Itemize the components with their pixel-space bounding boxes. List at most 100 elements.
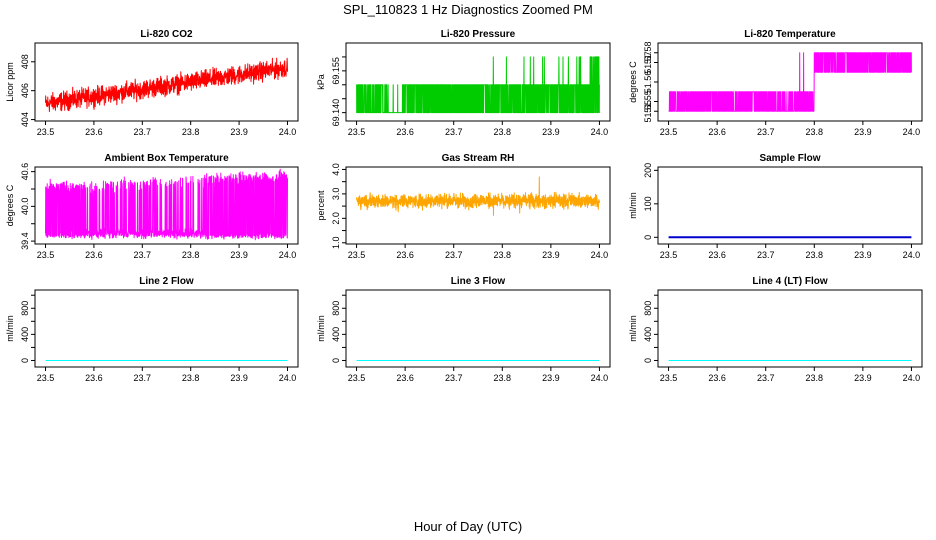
plot-frame (345, 289, 611, 368)
x-tick-label: 23.5 (37, 373, 55, 383)
x-tick-label: 23.9 (230, 373, 248, 383)
plot-frame (345, 166, 611, 245)
x-tick-label: 23.8 (806, 373, 824, 383)
y-tick-label: 40.6 (20, 163, 30, 181)
y-tick-label: 51.58 (643, 41, 653, 64)
panel-title: Gas Stream RH (442, 153, 515, 164)
series-line (45, 168, 288, 241)
y-tick-label: 51.56 (643, 71, 653, 94)
y-tick-label: 100 (643, 196, 653, 211)
x-tick-label: 23.7 (134, 250, 152, 260)
y-tick-label: 800 (20, 301, 30, 316)
y-tick-label: 1.0 (331, 237, 341, 250)
y-tick-label: 40.0 (20, 198, 30, 216)
plot-frame (657, 289, 923, 368)
x-tick-label: 23.7 (757, 127, 775, 137)
x-tick-label: 24.0 (903, 127, 921, 137)
series-line (668, 52, 912, 112)
x-tick-label: 24.0 (279, 373, 297, 383)
y-tick-label: 51.55 (643, 100, 653, 123)
series-line (356, 56, 600, 114)
panel-title: Line 3 Flow (451, 276, 506, 287)
x-tick-label: 24.0 (591, 127, 609, 137)
plot-frame (657, 166, 923, 245)
y-axis-label: ml/min (316, 315, 326, 342)
panel-title: Ambient Box Temperature (104, 153, 229, 164)
x-tick-label: 23.7 (445, 127, 463, 137)
x-tick-label: 23.9 (542, 250, 560, 260)
x-tick-label: 23.8 (806, 127, 824, 137)
x-tick-label: 23.7 (757, 373, 775, 383)
y-tick-label: 51.55 (643, 90, 653, 113)
y-axis-label: percent (316, 190, 326, 221)
x-tick-label: 23.7 (757, 250, 775, 260)
y-axis-label: degrees C (628, 61, 638, 103)
x-tick-label: 23.7 (445, 250, 463, 260)
x-tick-label: 23.6 (396, 250, 414, 260)
panel-5: Gas Stream RH 23.5 23.6 23.7 23.8 23.9 24.0 1.0… (316, 153, 611, 260)
x-tick-label: 23.5 (660, 127, 678, 137)
series-line (356, 176, 600, 216)
y-tick-label: 400 (20, 327, 30, 342)
y-tick-label: 800 (331, 301, 341, 316)
x-tick-label: 24.0 (591, 373, 609, 383)
x-tick-label: 23.9 (230, 250, 248, 260)
y-axis-label: Licor ppm (5, 62, 15, 102)
x-tick-label: 23.8 (182, 373, 200, 383)
series-line (45, 57, 288, 113)
x-tick-label: 23.7 (134, 127, 152, 137)
plot-frame (34, 42, 299, 122)
x-tick-label: 23.9 (854, 250, 872, 260)
panel-9: Line 4 (LT) Flow 23.5 23.6 23.7 23.8 23.9 24.0… (628, 276, 923, 383)
y-tick-label: 400 (331, 327, 341, 342)
x-tick-label: 23.6 (85, 127, 103, 137)
x-tick-label: 23.5 (348, 250, 366, 260)
panel-6: Sample Flow 23.5 23.6 23.7 23.8 23.9 24.0 0 100 2… (628, 153, 923, 260)
panel-7: Line 2 Flow 23.5 23.6 23.7 23.8 23.9 24.0 0 400 8… (5, 276, 299, 383)
y-tick-label: 0 (643, 235, 653, 240)
x-tick-label: 23.9 (854, 373, 872, 383)
y-tick-label: 51.57 (643, 51, 653, 74)
y-tick-label: 39.4 (20, 232, 30, 250)
x-tick-label: 23.5 (37, 127, 55, 137)
x-tick-label: 23.7 (134, 373, 152, 383)
x-tick-label: 23.8 (182, 127, 200, 137)
x-tick-label: 23.9 (230, 127, 248, 137)
y-tick-label: 69.155 (331, 57, 341, 85)
x-tick-label: 23.6 (85, 373, 103, 383)
y-tick-label: 408 (20, 54, 30, 69)
y-tick-label: 200 (643, 163, 653, 178)
x-tick-label: 23.8 (806, 250, 824, 260)
plot-frame (34, 289, 299, 368)
figure-title: SPL_110823 1 Hz Diagnostics Zoomed PM (343, 2, 593, 17)
y-axis-label: ml/min (628, 192, 638, 219)
x-tick-label: 23.8 (182, 250, 200, 260)
y-axis-label: ml/min (628, 315, 638, 342)
figure-x-axis-label: Hour of Day (UTC) (414, 519, 522, 534)
x-tick-label: 24.0 (903, 373, 921, 383)
x-tick-label: 23.6 (396, 127, 414, 137)
y-tick-label: 4.0 (331, 163, 341, 176)
panel-4: Ambient Box Temperature 23.5 23.6 23.7 23.8 2… (5, 153, 299, 260)
panel-8: Line 3 Flow 23.5 23.6 23.7 23.8 23.9 24.0 0 400 8… (316, 276, 611, 383)
x-tick-label: 23.6 (708, 127, 726, 137)
x-tick-label: 23.5 (660, 373, 678, 383)
plot-frame (345, 42, 611, 122)
x-tick-label: 23.6 (85, 250, 103, 260)
x-tick-label: 23.8 (494, 127, 512, 137)
x-tick-label: 23.8 (494, 373, 512, 383)
y-axis-label: ml/min (5, 315, 15, 342)
panel-2: Li-820 Pressure 23.5 23.6 23.7 23.8 23.9 24.0 6… (316, 29, 611, 137)
panel-title: Line 2 Flow (139, 276, 194, 287)
y-tick-label: 0 (331, 358, 341, 363)
x-tick-label: 23.5 (37, 250, 55, 260)
x-tick-label: 23.5 (660, 250, 678, 260)
x-tick-label: 24.0 (903, 250, 921, 260)
panel-3: Li-820 Temperature 23.5 23.6 23.7 23.8 23.9 24… (628, 29, 923, 137)
x-tick-label: 24.0 (591, 250, 609, 260)
x-tick-label: 23.9 (542, 127, 560, 137)
x-tick-label: 23.9 (542, 373, 560, 383)
plot-frame (34, 166, 299, 245)
y-tick-label: 406 (20, 83, 30, 98)
